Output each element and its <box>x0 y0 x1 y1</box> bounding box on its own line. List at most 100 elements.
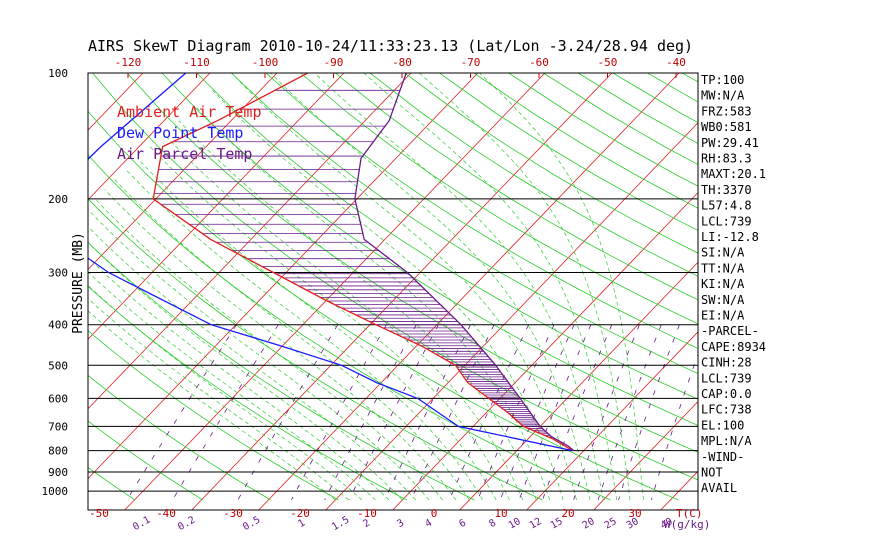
isotherm-line <box>795 73 870 510</box>
mixing-ratio-line <box>126 324 237 501</box>
pressure-tick-label: 100 <box>48 67 68 80</box>
index-readout: PW:29.41 <box>701 136 759 150</box>
mixing-ratio-tick-label: 0.5 <box>241 515 262 534</box>
mixing-ratio-tick-label: 3 <box>395 518 406 531</box>
dry-adiabat-line <box>821 73 870 500</box>
index-readout: LI:-12.8 <box>701 230 759 244</box>
index-readout: TT:N/A <box>701 261 745 275</box>
moist-adiabat-line <box>270 73 591 501</box>
isotherm-line <box>88 73 412 410</box>
pressure-tick-label: 1000 <box>42 485 69 498</box>
moist-adiabat-line <box>231 73 577 501</box>
index-readout: EL:100 <box>701 418 744 432</box>
cape-fill-layer <box>154 89 553 438</box>
top-temp-tick-label: -60 <box>529 56 549 69</box>
bottom-temp-tick-label: 20 <box>561 507 574 520</box>
bottom-temp-tick-label: 0 <box>431 507 438 520</box>
dry-adiabat-line <box>265 73 698 349</box>
index-readout: MPL:N/A <box>701 434 752 448</box>
index-readout: AVAIL <box>701 481 737 495</box>
index-readout: TH:3370 <box>701 183 752 197</box>
isotherm-line <box>459 261 698 510</box>
moist-adiabat-line <box>479 73 644 501</box>
grid-layer <box>88 73 870 510</box>
mixing-ratio-tick-label: 30 <box>625 516 641 532</box>
mixing-ratio-tick-label: 15 <box>549 516 565 532</box>
isotherm-line <box>88 73 479 480</box>
legend-entry: Dew Point Temp <box>117 124 243 142</box>
isotherm-line <box>526 331 698 510</box>
moist-adiabat-line <box>314 73 604 501</box>
mixing-ratio-tick-label: 1.5 <box>330 515 351 534</box>
mixing-ratio-line <box>449 324 529 501</box>
top-temp-tick-label: -50 <box>598 56 618 69</box>
moist-adiabat-line <box>363 73 618 501</box>
isotherm-line <box>88 73 211 201</box>
mixing-ratio-line <box>410 324 495 501</box>
moist-adiabat-line <box>88 226 416 501</box>
legend: Ambient Air Temp Dew Point Temp Air Parcel… <box>117 103 262 163</box>
mixing-ratio-tick-label: 2 <box>361 518 372 531</box>
index-readout: MAXT:20.1 <box>701 167 766 181</box>
mixing-ratio-tick-label: 10 <box>507 516 523 532</box>
dry-adiabat-line <box>88 466 136 501</box>
chart-title: AIRS SkewT Diagram 2010-10-24/11:33:23.1… <box>88 37 693 55</box>
mixing-ratio-tick-label: 0.1 <box>131 515 152 534</box>
top-temp-tick-label: -100 <box>252 56 279 69</box>
isotherm-line <box>660 470 698 510</box>
isotherm-line <box>258 73 680 510</box>
top-temp-tick-label: -40 <box>666 56 686 69</box>
mixing-ratio-line <box>597 324 662 501</box>
mixing-ratio-tick-label: 1 <box>296 518 307 531</box>
mixing-ratio-line <box>542 324 613 501</box>
index-readout: CAPE:8934 <box>701 340 766 354</box>
top-temp-tick-label: -110 <box>183 56 210 69</box>
mixing-ratio-line <box>348 324 439 501</box>
mixing-ratio-tick-label: 20 <box>581 516 597 532</box>
moist-adiabat-line <box>88 208 430 501</box>
mixing-ratio-tick-label: 6 <box>457 518 468 531</box>
index-readout: LFC:738 <box>701 403 752 417</box>
plot-frame <box>87 72 699 511</box>
pressure-tick-label: 300 <box>48 267 68 280</box>
dry-adiabat-line <box>161 73 698 426</box>
index-readout: RH:83.3 <box>701 152 752 166</box>
dry-adiabat-line <box>752 73 870 500</box>
moist-adiabat-line <box>88 257 390 501</box>
index-readout: -WIND- <box>701 450 744 464</box>
dry-adiabat-line <box>88 374 272 501</box>
moist-adiabat-line <box>88 310 336 501</box>
bottom-temp-tick-label: -40 <box>156 507 176 520</box>
dry-adiabat-line <box>786 73 870 500</box>
dry-adiabat-line <box>335 73 698 301</box>
index-readout: L57:4.8 <box>701 199 752 213</box>
mixing-ratio-tick-label: 12 <box>528 516 544 532</box>
top-temp-tick-label: -90 <box>324 56 344 69</box>
mixing-ratio-line <box>651 353 698 501</box>
pressure-tick-label: 700 <box>48 420 68 433</box>
bottom-temp-tick-label: -20 <box>290 507 310 520</box>
index-readout: TP:100 <box>701 73 744 87</box>
bottom-temp-tick-label: -30 <box>223 507 243 520</box>
moist-adiabat-line <box>194 105 551 501</box>
mixing-ratio-line <box>518 324 592 501</box>
bottom-temp-tick-label: 30 <box>628 507 641 520</box>
moist-adiabat-line <box>88 242 403 501</box>
profile-series-layer <box>88 73 575 452</box>
pressure-tick-label: 400 <box>48 319 68 332</box>
y-axis-label: PRESSURE (MB) <box>71 232 86 334</box>
dry-adiabat-line <box>88 198 543 501</box>
mixing-ratio-tick-label: 8 <box>487 518 498 531</box>
index-readout: SW:N/A <box>701 293 745 307</box>
index-readout: LCL:739 <box>701 371 752 385</box>
dry-adiabat-line <box>88 154 611 501</box>
dry-adiabat-line <box>300 73 698 325</box>
mixing-ratio-tick-label: 4 <box>423 518 434 531</box>
index-readout: CINH:28 <box>701 356 752 370</box>
mixing-ratio-line <box>499 324 575 501</box>
bottom-temp-tick-label: -50 <box>89 507 109 520</box>
index-readout: MW:N/A <box>701 89 745 103</box>
